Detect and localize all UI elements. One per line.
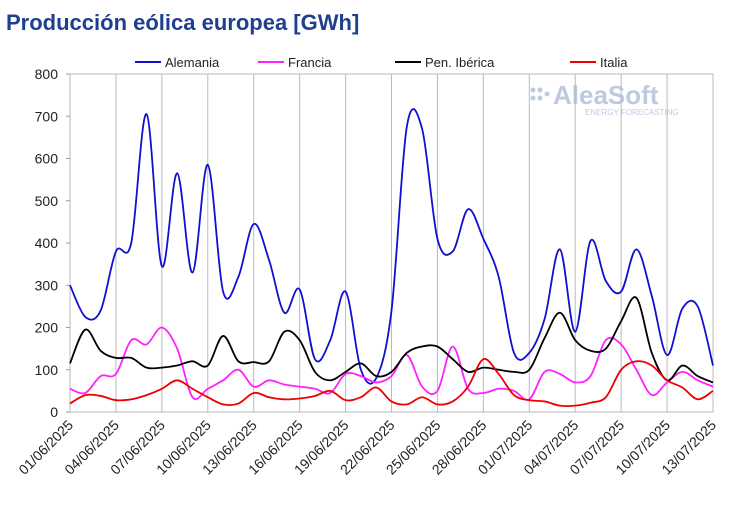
logo-name: AleaSoft — [553, 80, 659, 110]
y-tick-label: 500 — [35, 193, 59, 209]
logo-tagline: ENERGY FORECASTING — [585, 108, 679, 117]
series-line — [69, 358, 714, 408]
legend-label: Italia — [600, 55, 628, 70]
y-tick-label: 700 — [35, 108, 59, 124]
y-tick-label: 800 — [35, 66, 59, 82]
y-tick-label: 300 — [35, 277, 59, 293]
y-tick-label: 400 — [35, 235, 59, 251]
y-tick-label: 0 — [50, 404, 58, 420]
y-tick-label: 100 — [35, 362, 59, 378]
legend-label: Alemania — [165, 55, 220, 70]
legend-label: Pen. Ibérica — [425, 55, 495, 70]
logo: AleaSoft ENERGY FORECASTING — [530, 80, 679, 117]
legend-label: Francia — [288, 55, 332, 70]
y-tick-label: 200 — [35, 320, 59, 336]
series-line — [69, 326, 714, 401]
chart-title: Producción eólica europea [GWh] — [6, 10, 359, 35]
y-tick-label: 600 — [35, 151, 59, 167]
series-line — [69, 296, 714, 384]
series-line — [69, 108, 714, 385]
